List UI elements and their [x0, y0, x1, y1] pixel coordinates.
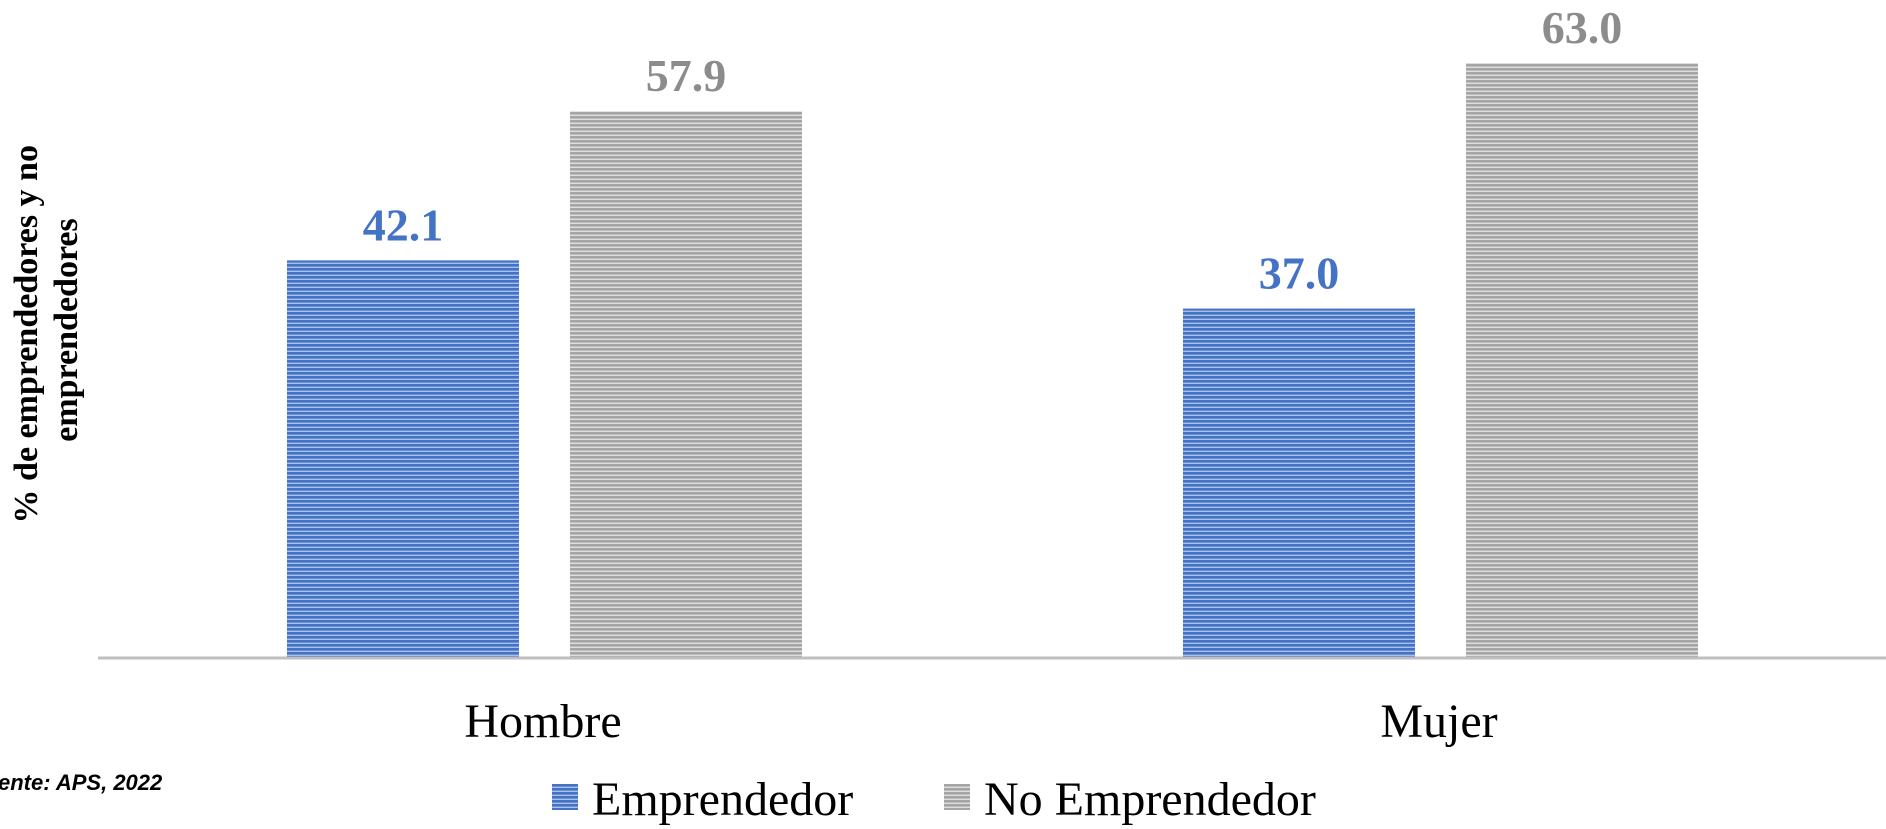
source-note: ente: APS, 2022: [0, 770, 163, 795]
legend: Emprendedor No Emprendedor: [552, 773, 1316, 826]
y-axis-label-line-1: % de emprendedores y no: [8, 145, 45, 523]
legend-label-emprendedor: Emprendedor: [592, 773, 853, 826]
legend-swatch-emprendedor: [552, 784, 578, 810]
category-label-hombre: Hombre: [464, 695, 621, 748]
bar-emprendedor-hombre: [287, 260, 519, 658]
legend-item-no-emprendedor: No Emprendedor: [944, 773, 1316, 826]
legend-label-no-emprendedor: No Emprendedor: [984, 773, 1316, 826]
value-label-no-emprendedor-hombre: 57.9: [646, 50, 727, 101]
bar-emprendedor-mujer: [1183, 308, 1415, 658]
value-label-emprendedor-mujer: 37.0: [1259, 248, 1340, 299]
y-axis-label-line-2: emprendedores: [48, 218, 85, 442]
bar-no-emprendedor-hombre: [570, 111, 802, 658]
bars-group: [287, 63, 1698, 658]
y-axis-label: % de emprendedores y no emprendedores: [8, 137, 85, 524]
bar-no-emprendedor-mujer: [1466, 63, 1698, 658]
value-label-no-emprendedor-mujer: 63.0: [1542, 2, 1623, 53]
legend-item-emprendedor: Emprendedor: [552, 773, 853, 826]
value-label-emprendedor-hombre: 42.1: [363, 199, 444, 250]
legend-swatch-no-emprendedor: [944, 784, 970, 810]
category-label-mujer: Mujer: [1380, 695, 1497, 748]
value-labels-group: 42.1 37.0 57.9 63.0: [363, 2, 1623, 299]
